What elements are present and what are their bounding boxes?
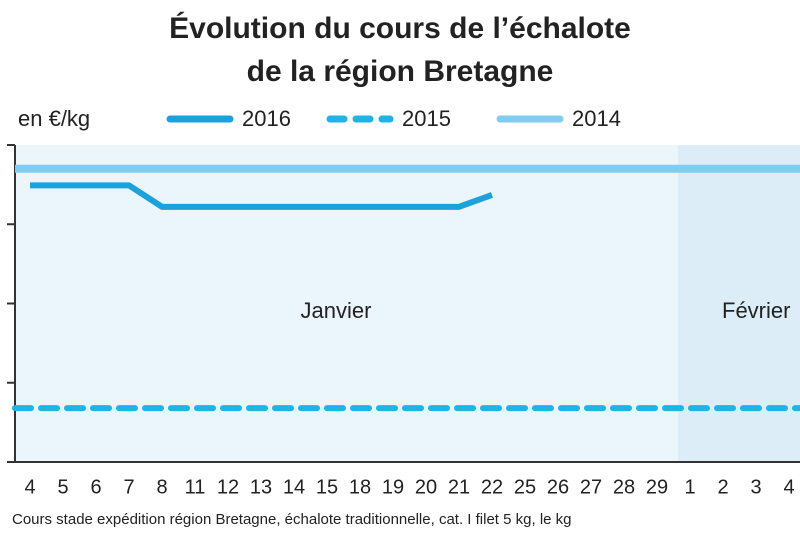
chart-title: de la région Bretagne xyxy=(247,55,554,88)
x-tick-label: 22 xyxy=(481,476,503,498)
x-tick-label: 18 xyxy=(349,476,371,498)
x-tick-label: 5 xyxy=(57,476,68,498)
x-tick-label: 4 xyxy=(24,476,35,498)
series-line xyxy=(30,182,494,210)
y-axis-label: en €/kg xyxy=(18,106,90,131)
x-tick-label: 11 xyxy=(185,476,206,498)
month-label: Janvier xyxy=(301,298,372,323)
x-tick-label: 2 xyxy=(717,476,728,498)
footnote: Cours stade expédition région Bretagne, … xyxy=(12,511,572,528)
x-tick-label: 6 xyxy=(90,476,101,498)
legend-label: 2016 xyxy=(242,106,291,131)
x-tick-label: 19 xyxy=(382,476,404,498)
month-label: Février xyxy=(722,298,790,323)
x-tick-label: 14 xyxy=(283,476,305,498)
x-tick-label: 27 xyxy=(580,476,602,498)
x-tick-label: 28 xyxy=(613,476,635,498)
x-tick-label: 15 xyxy=(316,476,338,498)
x-tick-label: 3 xyxy=(750,476,761,498)
legend-label: 2015 xyxy=(402,106,451,131)
legend-label: 2014 xyxy=(572,106,621,131)
x-tick-label: 13 xyxy=(250,476,272,498)
x-tick-label: 7 xyxy=(123,476,134,498)
x-tick-label: 1 xyxy=(684,476,695,498)
x-tick-label: 20 xyxy=(415,476,437,498)
x-tick-label: 8 xyxy=(156,476,167,498)
x-tick-label: 12 xyxy=(217,476,239,498)
chart-title: Évolution du cours de l’échalote xyxy=(169,11,631,45)
x-tick-label: 4 xyxy=(783,476,794,498)
x-tick-label: 29 xyxy=(646,476,668,498)
x-tick-label: 21 xyxy=(448,476,470,498)
x-tick-label: 26 xyxy=(547,476,569,498)
x-tick-label: 25 xyxy=(514,476,536,498)
